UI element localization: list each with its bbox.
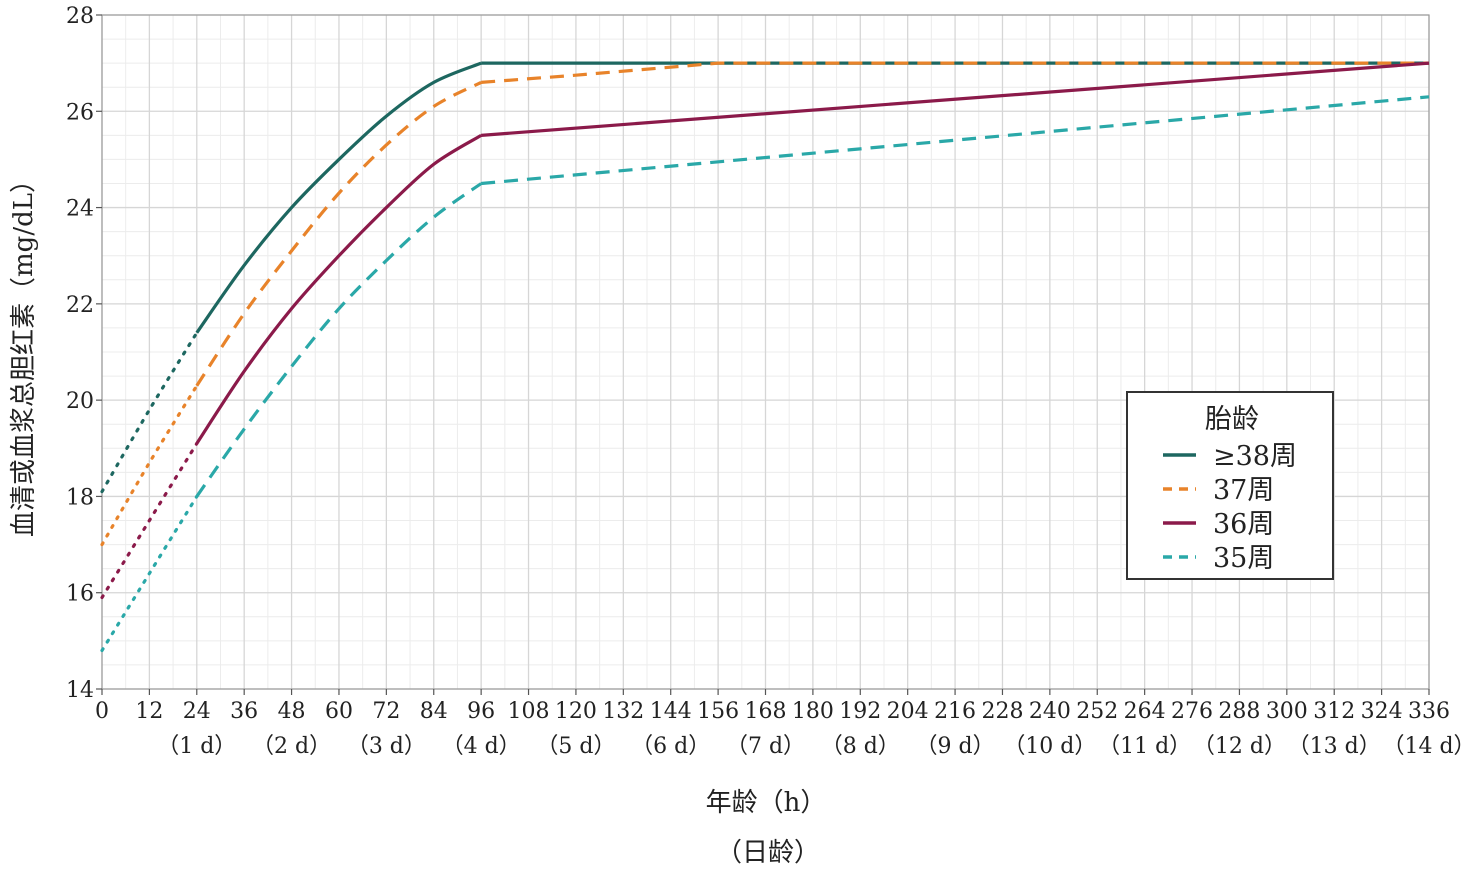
y-tick-label: 14 [66, 678, 94, 703]
x-tick-label: 324 [1361, 699, 1403, 724]
x-tick-label: 312 [1313, 699, 1355, 724]
x-tick-label: 84 [420, 699, 448, 724]
day-label: （4 d） [442, 734, 521, 759]
x-tick-label: 72 [372, 699, 400, 724]
day-label: （12 d） [1193, 734, 1286, 759]
series-37-plateau-line [481, 61, 1429, 84]
y-tick-label: 22 [66, 293, 94, 318]
day-label: （3 d） [347, 734, 426, 759]
x-tick-label: 204 [887, 699, 929, 724]
day-label: （5 d） [536, 734, 615, 759]
series-36-curve-line [195, 133, 482, 445]
x-tick-label: 240 [1029, 699, 1071, 724]
day-label: （10 d） [1003, 734, 1096, 759]
legend-label: 36周 [1213, 509, 1274, 540]
y-tick-labels: 14 16 18 20 22 24 26 28 [66, 4, 102, 703]
x-tick-label: 288 [1218, 699, 1260, 724]
x-tick-label: 12 [135, 699, 163, 724]
legend-label: ≥38周 [1213, 441, 1297, 472]
x-tick-label: 276 [1171, 699, 1213, 724]
x-tick-label: 216 [934, 699, 976, 724]
x-tick-label: 252 [1076, 699, 1118, 724]
day-label: （11 d） [1098, 734, 1191, 759]
x-axis-title: 年龄（h） [706, 788, 827, 818]
day-label: （6 d） [631, 734, 710, 759]
x-tick-label: 168 [745, 699, 787, 724]
x-tick-label: 120 [555, 699, 597, 724]
x-tick-label: 108 [508, 699, 550, 724]
x-tick-label: 264 [1124, 699, 1166, 724]
x-tick-label: 0 [95, 699, 109, 724]
x-tick-label: 48 [278, 699, 306, 724]
x-tick-label: 96 [467, 699, 495, 724]
x-tick-label: 300 [1266, 699, 1308, 724]
x-tick-label: 336 [1408, 699, 1450, 724]
y-tick-label: 16 [66, 582, 94, 607]
y-tick-label: 26 [66, 100, 94, 125]
day-label: （14 d） [1382, 734, 1469, 759]
series-layer [100, 61, 1430, 653]
x-tick-label: 144 [650, 699, 692, 724]
y-tick-label: 24 [66, 197, 94, 222]
y-axis-title: 血清或血浆总胆红素（mg/dL） [9, 167, 39, 537]
series-38-extrapolated-line [100, 331, 199, 494]
series-37-curve-line [195, 80, 482, 387]
x-tick-label: 60 [325, 699, 353, 724]
day-labels: （1 d） （2 d） （3 d） （4 d） （5 d） （6 d） （7 d） （8 d）… [157, 734, 1469, 759]
day-label: （2 d） [252, 734, 331, 759]
series-35-extrapolated-line [100, 494, 199, 653]
major-grid [101, 14, 1430, 690]
day-label: （1 d） [157, 734, 236, 759]
legend-box [1126, 391, 1334, 580]
y-tick-label: 28 [66, 4, 94, 29]
series-36-plateau-line [481, 61, 1430, 137]
legend-label: 37周 [1213, 475, 1274, 506]
series-35-curve-line [195, 182, 483, 498]
y-tick-label: 20 [66, 389, 94, 414]
x-tick-label: 228 [981, 699, 1023, 724]
series-35-plateau-line [480, 95, 1430, 186]
legend-label: 35周 [1213, 543, 1274, 574]
x-axis-subtitle: （日龄） [716, 838, 820, 868]
x-tick-label: 132 [602, 699, 644, 724]
day-label: （7 d） [726, 734, 805, 759]
x-tick-label: 24 [183, 699, 211, 724]
day-label: （8 d） [821, 734, 900, 759]
legend-title: 胎龄 [1205, 404, 1259, 435]
y-tick-label: 18 [66, 485, 94, 510]
day-label: （13 d） [1288, 734, 1381, 759]
x-tick-label: 180 [792, 699, 834, 724]
x-tick-label: 156 [697, 699, 739, 724]
series-36-extrapolated-line [100, 441, 199, 600]
x-tick-labels: 0 12 24 36 48 60 72 84 96 108 120 132 144 156 168 180 19… [95, 689, 1450, 724]
series-37-extrapolated-line [100, 384, 199, 547]
x-tick-label: 192 [839, 699, 881, 724]
x-tick-label: 36 [230, 699, 258, 724]
day-label: （9 d） [916, 734, 995, 759]
series-38-curve-line [195, 61, 482, 334]
